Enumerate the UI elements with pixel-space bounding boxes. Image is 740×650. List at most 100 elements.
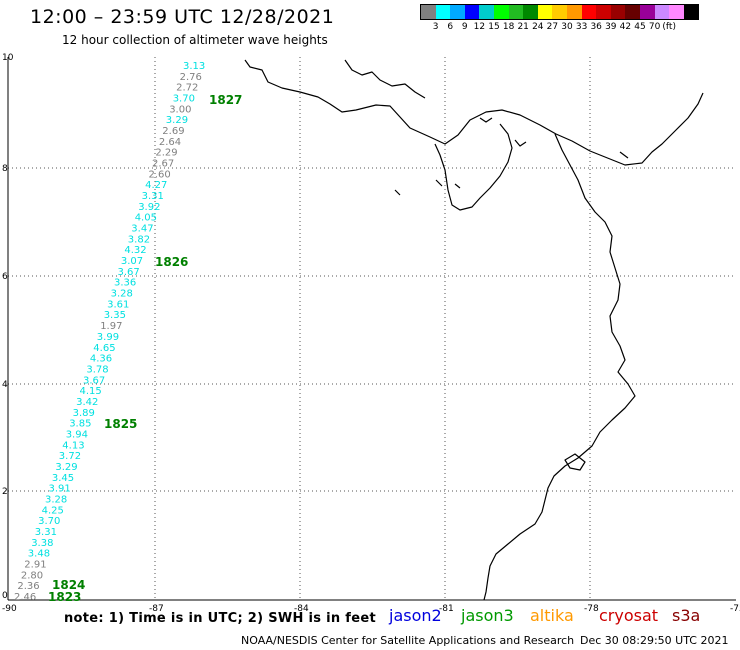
satellite-name: jason2 bbox=[389, 606, 442, 625]
legend-color-swatch bbox=[537, 5, 553, 19]
legend-color-swatch bbox=[421, 5, 436, 19]
wave-height-label: 3.07 bbox=[121, 256, 143, 267]
legend-color-swatch bbox=[508, 5, 524, 19]
credit-line: NOAA/NESDIS Center for Satellite Applica… bbox=[241, 634, 575, 647]
wave-height-label: 2.69 bbox=[162, 126, 184, 137]
wave-height-label: 2.91 bbox=[24, 560, 46, 571]
wave-height-label: 2.36 bbox=[17, 581, 39, 592]
wave-height-label: 3.28 bbox=[111, 289, 133, 300]
map-frame bbox=[7, 57, 736, 601]
satellite-name: s3a bbox=[672, 606, 701, 625]
grid-lines bbox=[8, 57, 736, 600]
y-tick-label: 6 bbox=[2, 272, 8, 282]
wave-height-label: 3.78 bbox=[86, 364, 108, 375]
orbit-number: 1827 bbox=[209, 93, 242, 107]
coastline-islands bbox=[394, 117, 629, 471]
legend-label: 3 bbox=[432, 22, 439, 32]
legend-label: 42 bbox=[619, 22, 632, 32]
legend-color-swatch bbox=[464, 5, 480, 19]
legend-color-swatch bbox=[581, 5, 597, 19]
legend-color-swatch bbox=[523, 5, 538, 19]
wave-height-label: 2.67 bbox=[152, 159, 174, 170]
axis-ticks: -90 -87 -84 -81 -78 -75 0 2 4 6 8 10 bbox=[2, 53, 740, 614]
legend-label: 39 bbox=[605, 22, 617, 32]
wave-height-label: 3.67 bbox=[118, 267, 140, 278]
wave-height-label: 3.70 bbox=[173, 94, 195, 105]
wave-height-label: 1.97 bbox=[100, 321, 122, 332]
wave-height-label: 2.76 bbox=[180, 72, 202, 83]
legend-labels: 3 6 9 12 15 18 21 24 27 30 33 36 39 42 45 70 (ft) bbox=[420, 20, 699, 32]
wave-height-label: 2.80 bbox=[21, 570, 43, 581]
wave-height-label: 3.85 bbox=[69, 419, 91, 430]
wave-height-label: 3.35 bbox=[104, 310, 126, 321]
wave-height-label: 3.31 bbox=[142, 191, 164, 202]
wave-height-label: 4.13 bbox=[62, 440, 84, 451]
legend-label: 33 bbox=[575, 22, 588, 32]
legend-label: (ft) bbox=[662, 22, 676, 32]
legend-label: 45 bbox=[634, 22, 646, 32]
wave-height-label: 2.72 bbox=[176, 83, 198, 94]
legend-label: 18 bbox=[502, 22, 515, 32]
orbit-number: 1826 bbox=[155, 255, 188, 269]
x-tick-label: -90 bbox=[2, 604, 17, 614]
x-tick-label: -84 bbox=[294, 604, 309, 614]
altimeter-track: 3.132.762.723.703.003.292.692.642.292.67… bbox=[14, 61, 205, 603]
legend-color-swatch bbox=[610, 5, 626, 19]
wave-height-label: 4.27 bbox=[145, 180, 167, 191]
orbit-number: 1824 bbox=[52, 578, 85, 592]
wave-height-label: 3.91 bbox=[49, 484, 71, 495]
wave-height-label: 4.05 bbox=[135, 213, 157, 224]
legend-color-swatch bbox=[479, 5, 494, 19]
legend-color-swatch bbox=[654, 5, 670, 19]
wave-height-label: 3.94 bbox=[66, 429, 88, 440]
wave-height-label: 3.29 bbox=[166, 115, 188, 126]
satellite-name: cryosat bbox=[599, 606, 659, 625]
legend-label: 6 bbox=[447, 22, 454, 32]
legend-label: 21 bbox=[517, 22, 529, 32]
wave-height-label: 3.45 bbox=[52, 473, 74, 484]
wave-height-label: 4.15 bbox=[80, 386, 102, 397]
legend-label: 15 bbox=[488, 22, 500, 32]
wave-height-label: 3.92 bbox=[138, 202, 160, 213]
legend-color-swatch bbox=[639, 5, 655, 19]
wave-height-label: 2.29 bbox=[155, 148, 177, 159]
legend-label: 9 bbox=[461, 22, 468, 32]
legend-color-swatch bbox=[493, 5, 509, 19]
wave-height-label: 3.61 bbox=[107, 299, 129, 310]
coastline bbox=[244, 59, 704, 601]
legend-color-swatch bbox=[552, 5, 567, 19]
legend-label: 36 bbox=[590, 22, 602, 32]
orbit-number: 1825 bbox=[104, 417, 137, 431]
legend-color-swatch bbox=[450, 5, 465, 19]
wave-height-label: 3.89 bbox=[73, 408, 95, 419]
wave-height-label: 3.13 bbox=[183, 61, 205, 72]
color-legend: 3 6 9 12 15 18 21 24 27 30 33 36 39 42 45 70 (ft) bbox=[420, 4, 700, 32]
satellite-name: jason3 bbox=[461, 606, 514, 625]
wave-height-label: 3.31 bbox=[35, 527, 57, 538]
legend-color-swatch bbox=[683, 5, 699, 19]
y-tick-label: 0 bbox=[2, 591, 8, 601]
legend-color-bar bbox=[420, 4, 700, 20]
y-tick-label: 4 bbox=[2, 380, 8, 390]
wave-height-label: 3.00 bbox=[169, 104, 191, 115]
wave-height-label: 4.25 bbox=[42, 505, 64, 516]
wave-height-label: 3.48 bbox=[28, 549, 50, 560]
x-tick-label: -87 bbox=[149, 604, 164, 614]
legend-color-swatch bbox=[435, 5, 451, 19]
page-title: 12:00 – 23:59 UTC 12/28/2021 bbox=[30, 6, 335, 28]
legend-color-swatch bbox=[669, 5, 684, 19]
wave-height-label: 2.46 bbox=[14, 592, 36, 603]
coastline-pacific bbox=[483, 133, 636, 601]
wave-height-label: 3.70 bbox=[38, 516, 60, 527]
wave-height-label: 3.42 bbox=[76, 397, 98, 408]
wave-height-label: 3.28 bbox=[45, 495, 67, 506]
wave-height-label: 4.65 bbox=[93, 343, 115, 354]
wave-height-label: 3.29 bbox=[55, 462, 77, 473]
footnote: note: 1) Time is in UTC; 2) SWH is in fe… bbox=[64, 611, 376, 626]
legend-label: 24 bbox=[532, 22, 544, 32]
x-tick-label: -81 bbox=[439, 604, 454, 614]
coastline-gulf bbox=[434, 123, 513, 211]
legend-label: 70 bbox=[648, 22, 661, 32]
x-tick-label: -78 bbox=[584, 604, 599, 614]
